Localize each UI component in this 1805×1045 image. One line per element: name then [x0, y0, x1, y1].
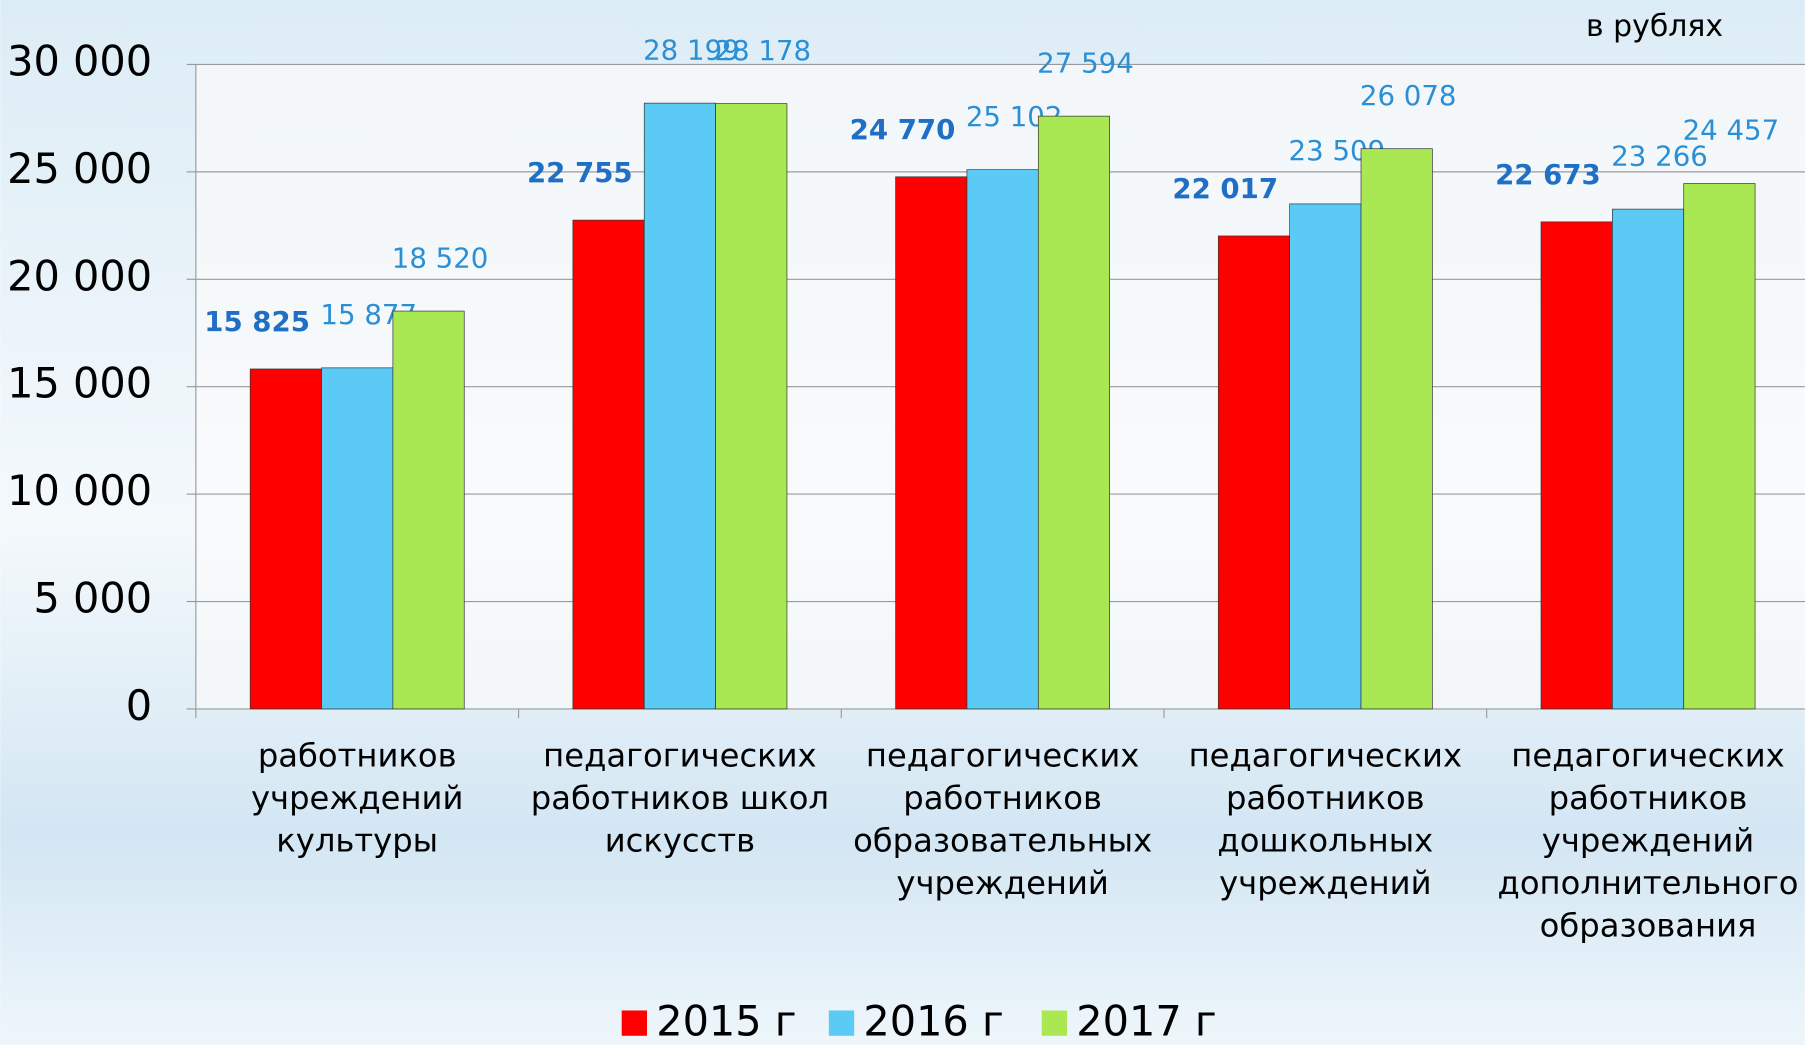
value-label: 24 770	[850, 113, 956, 146]
legend-label: 2015 г	[656, 997, 796, 1045]
legend-swatch	[828, 1010, 855, 1036]
bar	[249, 368, 322, 710]
bar	[643, 102, 716, 710]
bar	[715, 103, 788, 710]
bar	[1289, 203, 1362, 710]
value-label: 15 825	[204, 305, 310, 338]
legend-swatch	[1041, 1010, 1068, 1036]
x-tick-label: работников	[258, 736, 457, 774]
value-label: 22 017	[1172, 172, 1278, 205]
x-tick-label: работников	[1549, 779, 1748, 817]
y-tick-label: 30 000	[7, 37, 152, 85]
x-tick-label: учреждений	[1219, 864, 1431, 902]
x-tick-label: учреждений	[251, 779, 463, 817]
x-tick-label: дополнительного	[1498, 864, 1799, 902]
x-tick-label: учреждений	[1542, 821, 1754, 859]
value-label: 24 457	[1683, 114, 1780, 147]
value-label: 26 078	[1360, 79, 1457, 112]
bar	[1037, 115, 1111, 710]
bar	[1540, 221, 1613, 710]
value-label: 23 266	[1611, 139, 1708, 172]
x-tick-label: культуры	[276, 821, 438, 859]
value-label: 27 594	[1037, 46, 1134, 79]
y-tick-label: 0	[126, 682, 152, 730]
bar	[1217, 235, 1291, 710]
bar	[321, 367, 394, 710]
x-tick-label: педагогических	[1189, 736, 1462, 774]
bar	[392, 310, 465, 710]
x-tick-label: педагогических	[1511, 736, 1784, 774]
bar	[1612, 208, 1685, 710]
legend-swatch	[621, 1010, 648, 1036]
legend-label: 2016 г	[863, 997, 1003, 1045]
bar	[966, 169, 1039, 710]
x-tick-label: работников	[1226, 779, 1425, 817]
bar	[1360, 148, 1433, 710]
value-label: 22 755	[527, 156, 633, 189]
unit-note: в рублях	[1586, 9, 1723, 44]
value-label: 18 520	[392, 241, 489, 274]
x-tick-label: работников школ	[531, 779, 829, 817]
y-tick-label: 25 000	[7, 145, 152, 193]
value-label: 28 178	[714, 34, 811, 67]
bar	[572, 219, 645, 710]
y-tick-label: 20 000	[7, 252, 152, 300]
x-tick-label: дошкольных	[1217, 821, 1433, 859]
x-tick-label: искусств	[605, 821, 755, 859]
bar	[895, 176, 968, 710]
y-tick-label: 5 000	[34, 575, 153, 623]
y-tick-label: 15 000	[7, 360, 152, 408]
x-tick-label: педагогических	[543, 736, 816, 774]
bar	[1683, 183, 1756, 710]
value-label: 28 199	[643, 33, 740, 66]
x-tick-label: образовательных	[853, 821, 1152, 859]
x-tick-label: образования	[1540, 907, 1757, 945]
x-tick-label: учреждений	[896, 864, 1108, 902]
value-label: 22 673	[1495, 158, 1601, 191]
legend-label: 2017 г	[1076, 997, 1216, 1045]
y-tick-label: 10 000	[7, 467, 152, 515]
x-tick-label: работников	[903, 779, 1102, 817]
x-tick-label: педагогических	[866, 736, 1139, 774]
